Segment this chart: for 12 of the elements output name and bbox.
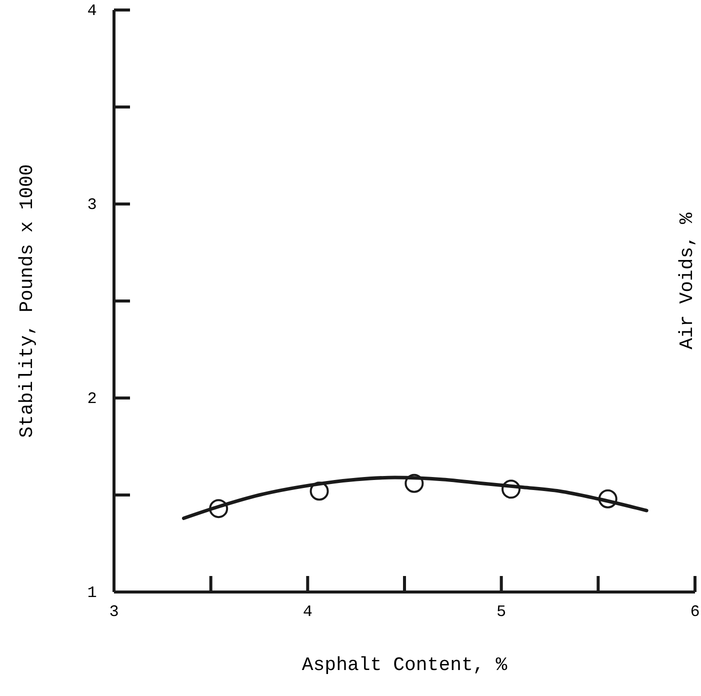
y-tick-label: 1: [87, 584, 97, 602]
y-axis-title: Stability, Pounds x 1000: [16, 164, 38, 438]
x-axis-title: Asphalt Content, %: [302, 654, 508, 676]
x-tick-label: 4: [302, 603, 312, 621]
y-tick-label: 3: [87, 196, 97, 214]
y-tick-label: 4: [87, 2, 97, 20]
y-tick-label: 2: [87, 390, 97, 408]
line-series: [182, 476, 648, 520]
x-tick-label: 6: [690, 603, 700, 621]
x-tick-label: 5: [496, 603, 506, 621]
y2-axis-title: Air Voids, %: [676, 212, 698, 350]
x-tick-label: 3: [109, 603, 119, 621]
